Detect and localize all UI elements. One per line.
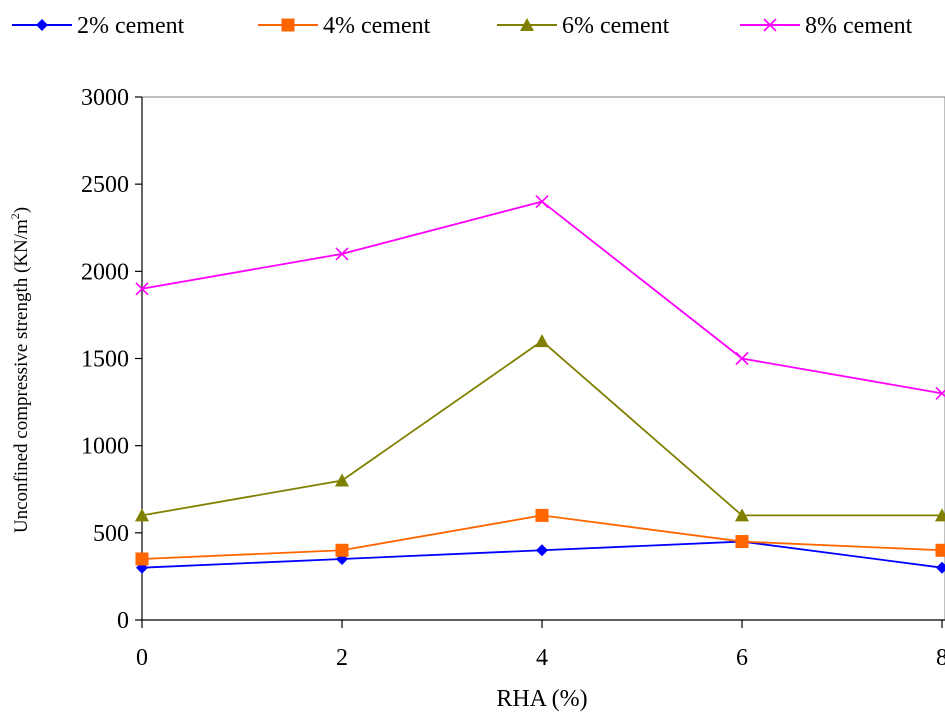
- x-tick-label: 6: [736, 645, 748, 671]
- data-point: [535, 334, 549, 347]
- data-point: [336, 544, 349, 557]
- legend-label: 2% cement: [77, 13, 185, 39]
- data-point: [936, 544, 945, 557]
- y-tick-label: 0: [117, 608, 129, 634]
- series-3: [135, 334, 945, 521]
- data-point: [536, 196, 548, 208]
- legend-label: 8% cement: [805, 13, 913, 39]
- x-tick-label: 4: [536, 645, 548, 671]
- x-axis-label: RHA (%): [496, 686, 587, 712]
- y-tick-label: 3000: [81, 85, 129, 111]
- series-2: [136, 509, 945, 566]
- series-line: [142, 202, 942, 394]
- legend-marker: [282, 19, 295, 32]
- legend-item: 8% cement: [740, 13, 913, 39]
- legend-item: 2% cement: [12, 13, 185, 39]
- data-point: [936, 562, 945, 574]
- legend-marker: [36, 19, 48, 31]
- x-tick-label: 8: [936, 645, 945, 671]
- legend-label: 4% cement: [323, 13, 431, 39]
- y-axis-label: Unconfined compressive strength (KN/m2): [8, 207, 32, 533]
- y-tick-label: 1500: [81, 347, 129, 373]
- data-point: [136, 552, 149, 565]
- x-tick-label: 2: [336, 645, 348, 671]
- y-tick-label: 500: [93, 521, 129, 547]
- legend-item: 4% cement: [258, 13, 431, 39]
- data-point: [335, 474, 349, 487]
- legend: 2% cement 4% cement 6% cement 8% cement: [12, 13, 913, 39]
- legend-label: 6% cement: [562, 13, 670, 39]
- data-point: [736, 535, 749, 548]
- axes: 0 500 1000 1500 2000 2500 3000 0 2 4 6 8: [81, 85, 945, 671]
- y-tick-label: 2500: [81, 172, 129, 198]
- legend-item: 6% cement: [497, 13, 670, 39]
- data-point: [536, 509, 549, 522]
- y-tick-label: 2000: [81, 259, 129, 285]
- y-axis-label-suffix: ): [11, 207, 32, 213]
- series-layer: [135, 196, 945, 574]
- y-tick-label: 1000: [81, 434, 129, 460]
- y-axis-label-main: Unconfined compressive strength (KN/m: [11, 219, 32, 533]
- x-tick-label: 0: [136, 645, 148, 671]
- data-point: [536, 544, 548, 556]
- series-line: [142, 341, 942, 515]
- series-4: [136, 196, 945, 400]
